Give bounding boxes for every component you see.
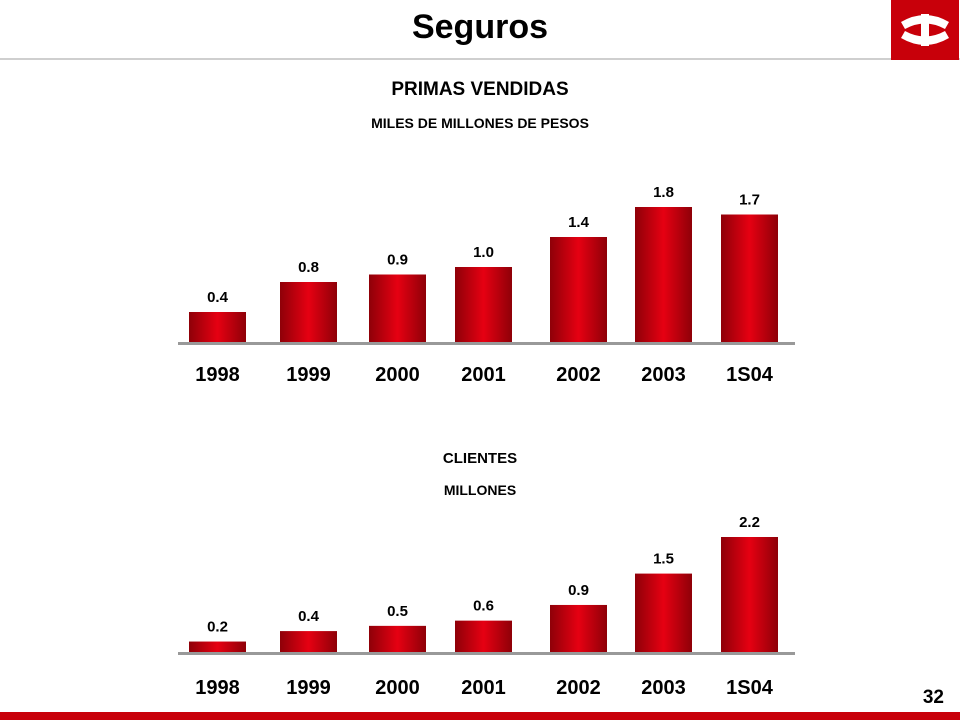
tick-label-1999: 1999 xyxy=(286,364,331,386)
bar-2003 xyxy=(635,207,692,342)
value-label-1999: 0.8 xyxy=(298,259,319,276)
value-label-2000: 0.5 xyxy=(387,603,408,620)
bar-2002 xyxy=(550,237,607,342)
bar-1998 xyxy=(189,312,246,342)
value-label-2002: 0.9 xyxy=(568,582,589,599)
bar-2001 xyxy=(455,620,512,652)
bar-2003 xyxy=(635,573,692,652)
value-label-2003: 1.8 xyxy=(653,184,674,201)
bank-logo-icon xyxy=(891,0,959,60)
tick-label-2003: 2003 xyxy=(641,364,686,386)
bar-1S04 xyxy=(721,537,778,652)
value-label-2003: 1.5 xyxy=(653,551,674,568)
tick-label-2002: 2002 xyxy=(556,677,601,699)
chart-2-title: CLIENTES xyxy=(442,450,518,467)
tick-label-1998: 1998 xyxy=(195,364,240,386)
value-label-1S04: 1.7 xyxy=(739,192,760,209)
bar-1999 xyxy=(280,282,337,342)
tick-label-1S04: 1S04 xyxy=(726,364,774,386)
value-label-1999: 0.4 xyxy=(298,608,320,625)
chart-1-title: PRIMAS VENDIDAS xyxy=(391,79,569,100)
bar-2001 xyxy=(455,267,512,342)
title-divider xyxy=(0,58,960,60)
value-label-2000: 0.9 xyxy=(387,252,408,269)
page-number: 32 xyxy=(922,687,944,708)
tick-label-1S04: 1S04 xyxy=(726,677,774,699)
tick-label-2003: 2003 xyxy=(641,677,686,699)
bar-2000 xyxy=(369,625,426,652)
value-label-2001: 0.6 xyxy=(473,598,494,615)
tick-label-1999: 1999 xyxy=(286,677,331,699)
chart-1-subtitle: MILES DE MILLONES DE PESOS xyxy=(371,115,589,131)
value-label-1998: 0.2 xyxy=(207,619,228,636)
tick-label-2000: 2000 xyxy=(375,364,420,386)
tick-label-2001: 2001 xyxy=(461,364,506,386)
bar-2002 xyxy=(550,604,607,652)
tick-label-2000: 2000 xyxy=(375,677,420,699)
value-label-1S04: 2.2 xyxy=(739,514,760,531)
tick-label-1998: 1998 xyxy=(195,677,240,699)
tick-label-2001: 2001 xyxy=(461,677,506,699)
value-label-1998: 0.4 xyxy=(207,289,229,306)
bar-1998 xyxy=(189,641,246,652)
value-label-2001: 1.0 xyxy=(473,244,494,261)
value-label-2002: 1.4 xyxy=(568,214,590,231)
clients-bar-chart: 0.2 1998 0.4 1999 0.5 2000 0.6 2001 0.9 2002 1.5 20… xyxy=(178,514,795,699)
chart-2-subtitle: MILLONES xyxy=(443,482,517,498)
bar-1999 xyxy=(280,631,337,652)
premiums-bar-chart: 0.4 1998 0.8 1999 0.9 2000 1.0 2001 1.4 2002 1.8 20… xyxy=(178,184,795,386)
bar-2000 xyxy=(369,274,426,342)
bar-1S04 xyxy=(721,214,778,342)
page-title: Seguros xyxy=(411,8,549,46)
footer-bar xyxy=(0,712,960,720)
tick-label-2002: 2002 xyxy=(556,364,601,386)
